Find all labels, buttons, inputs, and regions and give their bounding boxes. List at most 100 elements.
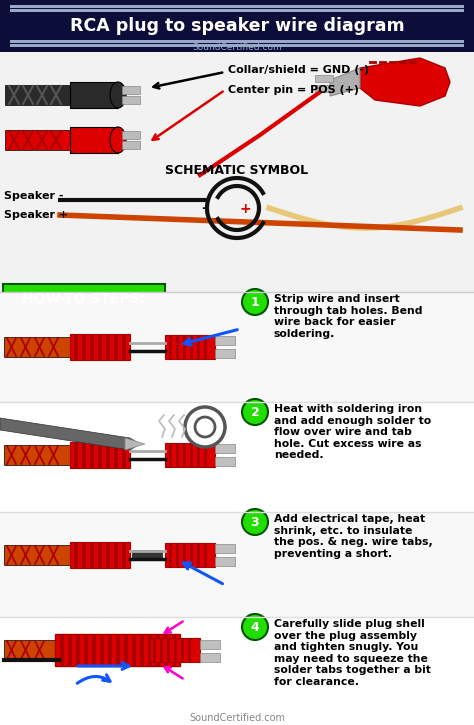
Bar	[122, 542, 126, 568]
Ellipse shape	[110, 127, 126, 153]
Bar	[4, 640, 59, 660]
Circle shape	[242, 289, 268, 315]
Bar	[215, 444, 235, 453]
Text: HOW-TO STEPS:: HOW-TO STEPS:	[22, 292, 146, 306]
Bar	[176, 543, 179, 567]
Bar	[74, 334, 78, 360]
Bar	[106, 334, 110, 360]
Text: +: +	[239, 202, 251, 216]
Bar	[114, 542, 118, 568]
Bar	[0, 402, 474, 512]
Circle shape	[242, 399, 268, 425]
Bar	[74, 442, 78, 468]
Polygon shape	[0, 418, 140, 450]
Bar	[4, 337, 70, 357]
Bar	[114, 334, 118, 360]
Bar	[4, 445, 70, 465]
Bar	[176, 335, 179, 359]
Bar	[5, 130, 70, 150]
Bar	[122, 131, 140, 139]
Text: Heat with soldering iron
and add enough solder to
flow over wire and tab
hole. C: Heat with soldering iron and add enough …	[274, 404, 431, 460]
Bar	[82, 542, 86, 568]
Bar	[140, 634, 144, 666]
Bar	[90, 542, 94, 568]
Bar	[190, 543, 193, 567]
Text: Speaker -: Speaker -	[4, 191, 64, 201]
Text: Collar/shield = GND (-): Collar/shield = GND (-)	[228, 65, 369, 75]
Text: 3: 3	[251, 516, 259, 529]
Text: -: -	[201, 201, 207, 215]
Bar	[82, 334, 86, 360]
Bar	[90, 334, 94, 360]
Circle shape	[195, 417, 215, 437]
Bar	[197, 335, 200, 359]
Text: 4: 4	[251, 621, 259, 634]
Text: Strip wire and insert
through tab holes. Bend
wire back for easier
soldering.: Strip wire and insert through tab holes.…	[274, 294, 422, 339]
Bar	[0, 0, 474, 52]
Bar	[0, 292, 474, 725]
Text: RCA plug to speaker wire diagram: RCA plug to speaker wire diagram	[70, 17, 404, 35]
Bar	[169, 443, 172, 467]
Bar	[215, 457, 235, 466]
Bar	[204, 543, 207, 567]
Bar	[70, 127, 118, 153]
Bar	[188, 638, 191, 662]
Bar	[74, 542, 78, 568]
Bar	[122, 141, 140, 149]
Polygon shape	[330, 68, 360, 96]
Bar	[169, 543, 172, 567]
Text: SoundCertified.com: SoundCertified.com	[192, 43, 282, 51]
Bar	[92, 634, 96, 666]
Bar	[90, 442, 94, 468]
Bar	[0, 512, 474, 617]
Bar	[0, 52, 474, 292]
Bar	[148, 634, 152, 666]
Bar	[98, 334, 102, 360]
Bar	[10, 5, 464, 8]
Bar	[0, 617, 474, 725]
Bar	[5, 85, 70, 105]
Bar	[190, 335, 193, 359]
Bar	[122, 334, 126, 360]
Bar	[197, 443, 200, 467]
Bar	[174, 638, 177, 662]
Text: 1: 1	[251, 296, 259, 309]
Bar	[150, 638, 200, 662]
Bar	[165, 443, 215, 467]
Bar	[132, 634, 136, 666]
Bar	[10, 9, 464, 12]
Bar	[0, 292, 474, 402]
Bar	[190, 443, 193, 467]
Text: Speaker +: Speaker +	[4, 210, 68, 220]
Bar	[183, 443, 186, 467]
Circle shape	[242, 614, 268, 640]
Bar	[215, 544, 235, 553]
Bar	[76, 634, 80, 666]
Bar	[70, 442, 130, 468]
Bar	[122, 442, 126, 468]
Bar	[215, 336, 235, 345]
Bar	[204, 443, 207, 467]
Bar	[172, 634, 176, 666]
Bar	[10, 44, 464, 47]
Circle shape	[185, 407, 225, 447]
Text: 2: 2	[251, 406, 259, 419]
Bar	[200, 640, 220, 649]
Bar	[176, 443, 179, 467]
Text: Carefully slide plug shell
over the plug assembly
and tighten snugly. You
may ne: Carefully slide plug shell over the plug…	[274, 619, 431, 687]
Bar	[106, 442, 110, 468]
Bar	[108, 634, 112, 666]
Bar	[156, 634, 160, 666]
Ellipse shape	[110, 82, 126, 108]
Bar	[183, 335, 186, 359]
Bar	[70, 334, 130, 360]
Text: Add electrical tape, heat
shrink, etc. to insulate
the pos. & neg. wire tabs,
pr: Add electrical tape, heat shrink, etc. t…	[274, 514, 433, 559]
Bar	[132, 550, 162, 560]
FancyBboxPatch shape	[3, 284, 165, 312]
Bar	[98, 442, 102, 468]
Bar	[84, 634, 88, 666]
Bar	[197, 543, 200, 567]
Circle shape	[242, 509, 268, 535]
Bar	[70, 542, 130, 568]
Bar	[122, 96, 140, 104]
